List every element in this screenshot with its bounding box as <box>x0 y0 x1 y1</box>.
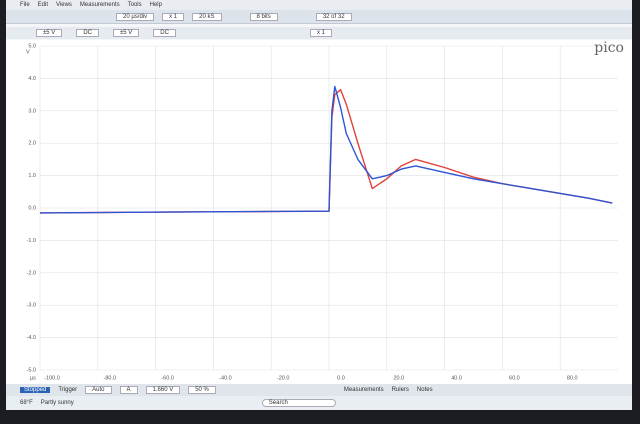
y-tick-label: 4.0 <box>28 76 36 82</box>
y-tick-label: 5.0 <box>28 43 36 49</box>
y-tick-label: -5.0 <box>27 367 36 373</box>
x-tick-label: 0.0 <box>337 375 345 381</box>
x-tick-label: 20.0 <box>393 375 404 381</box>
notes-tab[interactable]: Notes <box>416 387 433 393</box>
y-tick-label: -4.0 <box>27 335 36 341</box>
status-bar: Stopped Trigger Auto A 1.660 V 50 % Meas… <box>6 384 632 396</box>
y-tick-label: 1.0 <box>28 173 36 179</box>
screen: File Edit Views Measurements Tools Help … <box>6 0 632 410</box>
timebase[interactable]: 20 µs/div <box>116 12 155 21</box>
x-tick-label: 60.0 <box>509 375 520 381</box>
search-box[interactable]: Search <box>261 399 336 407</box>
rulers-tab[interactable]: Rulers <box>391 387 409 393</box>
x-tick-label: -80.0 <box>104 375 117 381</box>
toolbar: 20 µs/div x 1 20 kS 8 bits 32 of 32 <box>6 10 632 24</box>
zoom[interactable]: x 1 <box>162 12 185 21</box>
coupling-a[interactable]: DC <box>76 29 99 37</box>
x-tick-label: -100.0 <box>44 375 60 381</box>
coupling-b[interactable]: DC <box>153 29 176 37</box>
x-tick-label: -40.0 <box>219 375 232 381</box>
trigger-label: Trigger <box>58 387 78 393</box>
menu-bar: File Edit Views Measurements Tools Help <box>6 0 632 10</box>
x-tick-label: 80.0 <box>567 375 578 381</box>
x-tick-label: 40.0 <box>451 375 462 381</box>
channel-bar: ±5 V DC ±5 V DC x 1 <box>6 27 632 39</box>
chart: V µs 5.0 4.0 3.0 2.0 1.0 0.0 -1.0 -2.0 -3.0 -4.0 -… <box>6 40 632 384</box>
trigger-position[interactable]: 50 % <box>188 386 216 394</box>
buffer[interactable]: 32 of 32 <box>315 12 352 21</box>
menu-item[interactable]: Views <box>56 2 72 8</box>
measurements-tab[interactable]: Measurements <box>343 387 384 393</box>
trigger-source[interactable]: A <box>119 386 138 394</box>
menu-item[interactable]: Edit <box>37 2 49 8</box>
weather-temp: 68°F <box>20 400 33 406</box>
stop-button[interactable]: Stopped <box>20 387 51 393</box>
logo: pico <box>594 40 624 56</box>
range-b[interactable]: ±5 V <box>112 29 140 37</box>
y-tick-label: 2.0 <box>28 141 36 147</box>
menu-item[interactable]: Tools <box>127 2 142 8</box>
samples[interactable]: 20 kS <box>192 12 222 21</box>
y-tick-label: 3.0 <box>28 108 36 114</box>
weather-text: Partly sunny <box>40 400 74 406</box>
menu-item[interactable]: File <box>20 2 30 8</box>
y-tick-label: 0.0 <box>28 205 36 211</box>
range-a[interactable]: ±5 V <box>36 29 63 37</box>
x-tick-label: -60.0 <box>161 375 174 381</box>
x-axis-label: µs <box>30 375 36 381</box>
zoom-b[interactable]: x 1 <box>309 29 332 37</box>
trigger-level[interactable]: 1.660 V <box>145 386 181 394</box>
taskbar: 68°F Partly sunny Search <box>6 396 632 410</box>
y-tick-label: -2.0 <box>27 270 36 276</box>
y-axis-label: V <box>26 49 30 55</box>
x-tick-label: -20.0 <box>277 375 290 381</box>
y-tick-label: -3.0 <box>27 303 36 309</box>
resolution[interactable]: 8 bits <box>249 12 278 21</box>
menu-item[interactable]: Measurements <box>79 2 120 8</box>
series-line <box>39 85 613 214</box>
menu-item[interactable]: Help <box>149 2 162 8</box>
y-tick-label: -1.0 <box>27 238 36 244</box>
trigger-mode[interactable]: Auto <box>85 386 112 394</box>
